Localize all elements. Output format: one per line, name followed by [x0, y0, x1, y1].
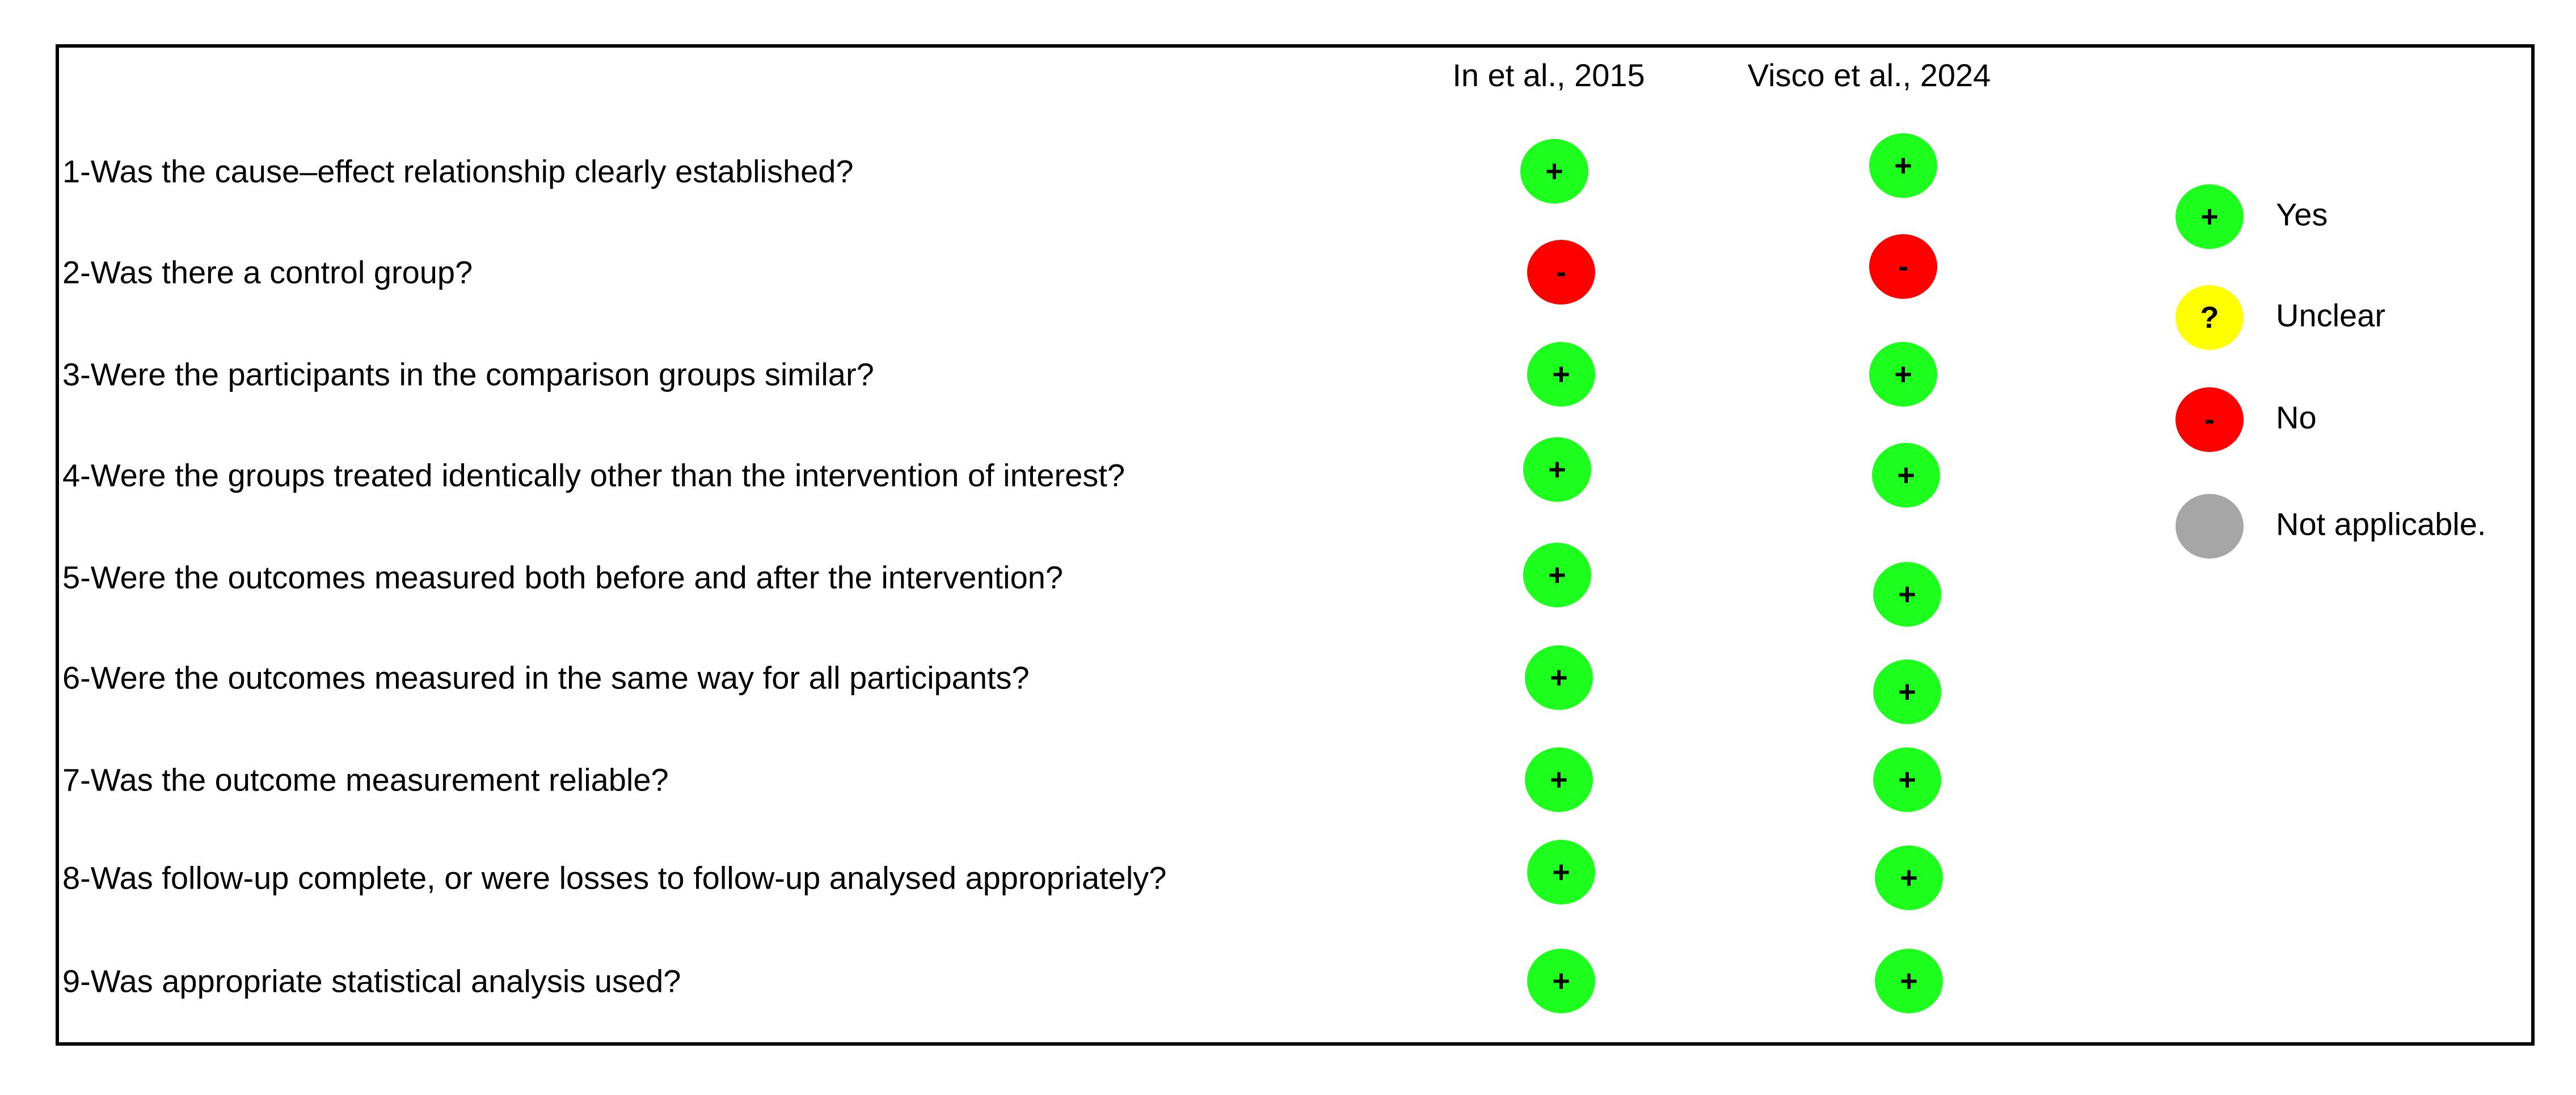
- legend-no-label: No: [2276, 399, 2317, 436]
- question-1-text: 1-Was the cause–effect relationship clea…: [62, 153, 854, 189]
- legend-yes-label: Yes: [2276, 196, 2328, 232]
- legend-not-applicable-icon: [2176, 494, 2244, 559]
- rating-q6-study2-yes-icon: +: [1873, 659, 1941, 724]
- study-header-visco-2024: Visco et al., 2024: [1747, 57, 1991, 93]
- rating-q4-study2-yes-icon: +: [1872, 443, 1940, 508]
- question-6-text: 6-Were the outcomes measured in the same…: [62, 659, 1030, 696]
- legend-yes-icon: +: [2176, 184, 2244, 249]
- question-4-text: 4-Were the groups treated identically ot…: [62, 457, 1125, 493]
- legend-no-icon: -: [2176, 387, 2244, 452]
- question-9-text: 9-Was appropriate statistical analysis u…: [62, 963, 681, 999]
- rating-q2-study2-no-icon: -: [1869, 234, 1937, 299]
- rating-q5-study1-yes-icon: +: [1523, 543, 1591, 607]
- figure-frame: [56, 44, 2535, 1046]
- rating-q7-study1-yes-icon: +: [1525, 747, 1593, 812]
- rating-q8-study2-yes-icon: +: [1875, 845, 1943, 910]
- rating-q1-study1-yes-icon: +: [1520, 139, 1588, 204]
- rating-q3-study1-yes-icon: +: [1527, 342, 1595, 407]
- legend-unclear-label: Unclear: [2276, 297, 2385, 333]
- rating-q2-study1-no-icon: -: [1527, 240, 1595, 305]
- question-8-text: 8-Was follow-up complete, or were losses…: [62, 860, 1167, 896]
- rating-q1-study2-yes-icon: +: [1869, 133, 1937, 198]
- rating-q7-study2-yes-icon: +: [1873, 747, 1941, 812]
- rating-q9-study1-yes-icon: +: [1527, 949, 1595, 1013]
- rating-q8-study1-yes-icon: +: [1527, 840, 1595, 904]
- rating-q3-study2-yes-icon: +: [1869, 342, 1937, 407]
- legend-unclear-icon: ?: [2176, 285, 2244, 350]
- rating-q5-study2-yes-icon: +: [1873, 562, 1941, 627]
- rating-q9-study2-yes-icon: +: [1875, 949, 1943, 1013]
- question-3-text: 3-Were the participants in the compariso…: [62, 356, 874, 392]
- question-5-text: 5-Were the outcomes measured both before…: [62, 559, 1064, 595]
- question-7-text: 7-Was the outcome measurement reliable?: [62, 762, 669, 798]
- study-header-in-2015: In et al., 2015: [1452, 57, 1645, 93]
- rating-q4-study1-yes-icon: +: [1523, 437, 1591, 502]
- question-2-text: 2-Was there a control group?: [62, 254, 473, 290]
- legend-not-applicable-label: Not applicable.: [2276, 506, 2486, 542]
- rating-q6-study1-yes-icon: +: [1525, 645, 1593, 710]
